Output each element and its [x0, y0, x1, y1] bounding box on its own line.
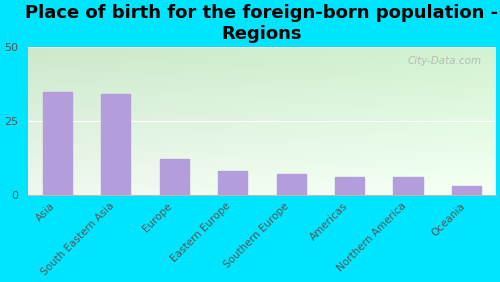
Bar — [452, 186, 481, 195]
Bar — [394, 177, 422, 195]
Bar — [218, 171, 248, 195]
Bar — [42, 92, 72, 195]
Text: City-Data.com: City-Data.com — [408, 56, 482, 66]
Title: Place of birth for the foreign-born population -
Regions: Place of birth for the foreign-born popu… — [26, 4, 498, 43]
Bar — [101, 94, 130, 195]
Bar — [335, 177, 364, 195]
Bar — [160, 159, 189, 195]
Bar — [276, 174, 306, 195]
